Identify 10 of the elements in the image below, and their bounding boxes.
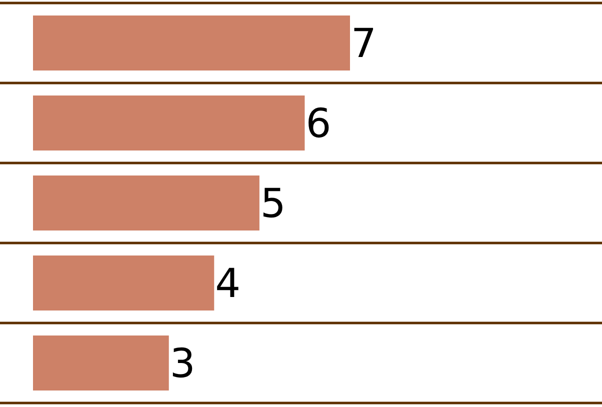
- data-label: 6: [306, 101, 332, 148]
- data-label: 4: [215, 261, 241, 308]
- bar: [33, 335, 169, 390]
- bar: [33, 95, 305, 150]
- bar: [33, 255, 214, 310]
- bar: [33, 175, 260, 230]
- data-label: 7: [351, 21, 376, 68]
- data-label: 3: [170, 341, 196, 388]
- data-label: 5: [260, 181, 286, 228]
- bar: [33, 15, 350, 70]
